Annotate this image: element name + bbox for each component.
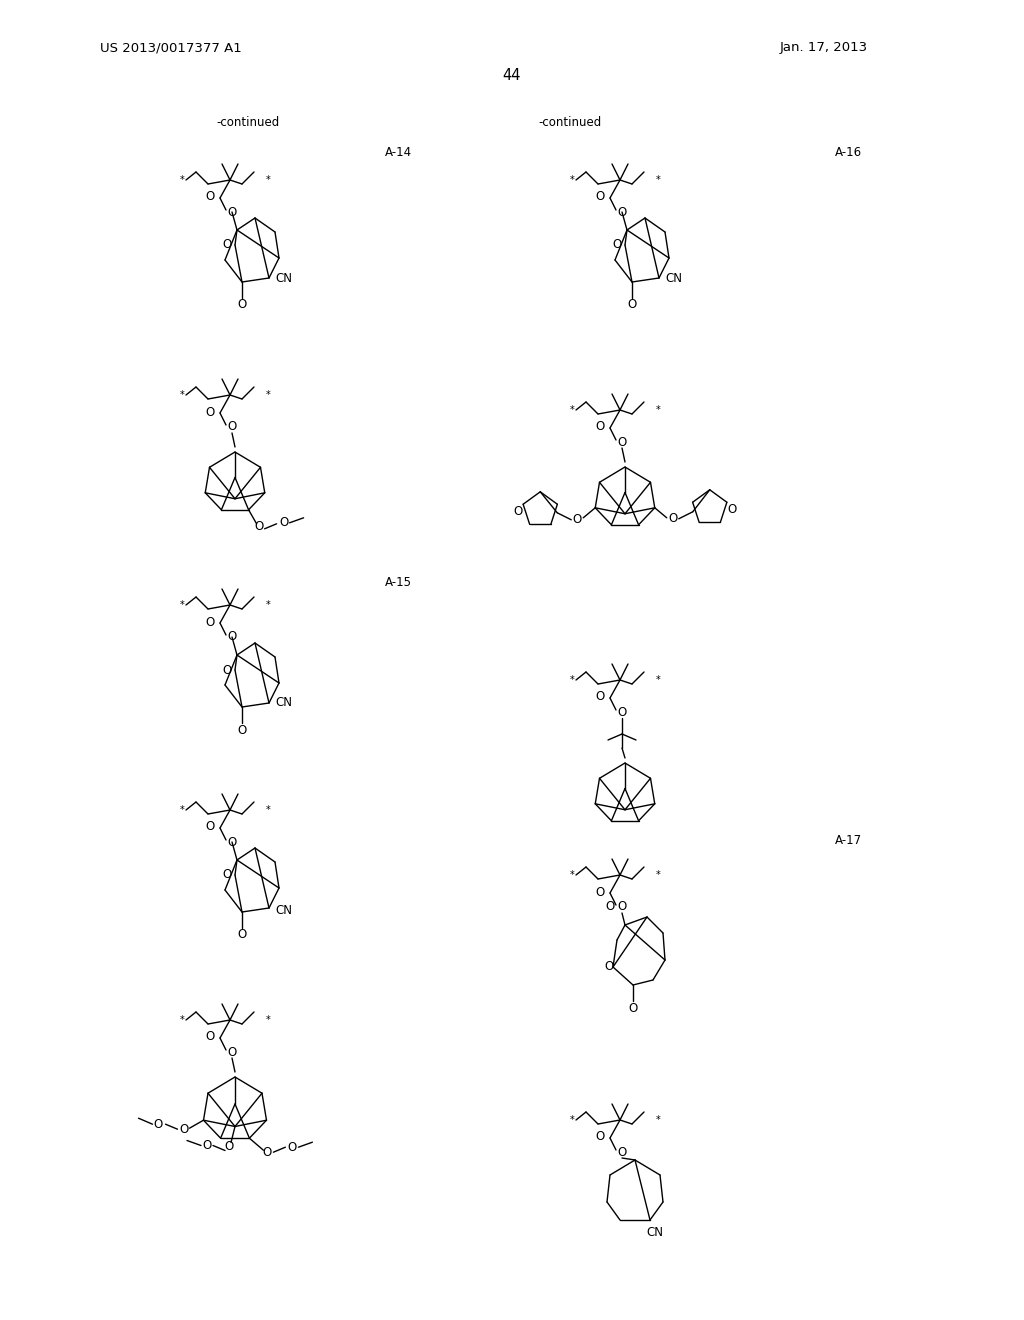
Text: O: O xyxy=(222,239,231,252)
Text: O: O xyxy=(227,631,237,644)
Text: A-16: A-16 xyxy=(835,145,862,158)
Text: O: O xyxy=(617,705,627,718)
Text: O: O xyxy=(154,1118,163,1131)
Text: -continued: -continued xyxy=(216,116,280,128)
Text: O: O xyxy=(222,664,231,676)
Text: O: O xyxy=(595,421,604,433)
Text: O: O xyxy=(206,190,215,203)
Text: O: O xyxy=(206,405,215,418)
Text: *: * xyxy=(179,389,184,400)
Text: O: O xyxy=(514,506,523,519)
Text: O: O xyxy=(604,961,613,974)
Text: *: * xyxy=(179,1015,184,1026)
Text: O: O xyxy=(227,206,237,219)
Text: O: O xyxy=(595,1130,604,1143)
Text: O: O xyxy=(727,503,736,516)
Text: US 2013/0017377 A1: US 2013/0017377 A1 xyxy=(100,41,242,54)
Text: *: * xyxy=(265,601,270,610)
Text: O: O xyxy=(595,690,604,704)
Text: O: O xyxy=(206,821,215,833)
Text: O: O xyxy=(612,239,622,252)
Text: *: * xyxy=(569,870,574,880)
Text: *: * xyxy=(655,176,660,185)
Text: *: * xyxy=(655,675,660,685)
Text: O: O xyxy=(279,516,288,529)
Text: A-17: A-17 xyxy=(835,833,862,846)
Text: O: O xyxy=(617,1146,627,1159)
Text: O: O xyxy=(254,520,263,533)
Text: O: O xyxy=(238,928,247,941)
Text: 44: 44 xyxy=(503,67,521,82)
Text: CN: CN xyxy=(666,272,683,285)
Text: O: O xyxy=(263,1146,272,1159)
Text: O: O xyxy=(617,206,627,219)
Text: *: * xyxy=(569,1115,574,1125)
Text: O: O xyxy=(605,900,614,913)
Text: -continued: -continued xyxy=(539,116,602,128)
Text: *: * xyxy=(655,1115,660,1125)
Text: O: O xyxy=(179,1123,188,1135)
Text: A-15: A-15 xyxy=(385,576,412,589)
Text: O: O xyxy=(617,436,627,449)
Text: O: O xyxy=(224,1140,233,1152)
Text: *: * xyxy=(569,176,574,185)
Text: O: O xyxy=(238,298,247,312)
Text: *: * xyxy=(569,405,574,414)
Text: *: * xyxy=(655,405,660,414)
Text: O: O xyxy=(572,513,582,527)
Text: CN: CN xyxy=(275,903,293,916)
Text: *: * xyxy=(265,805,270,814)
Text: O: O xyxy=(203,1139,212,1152)
Text: CN: CN xyxy=(646,1225,664,1238)
Text: Jan. 17, 2013: Jan. 17, 2013 xyxy=(780,41,868,54)
Text: CN: CN xyxy=(275,697,293,710)
Text: *: * xyxy=(179,805,184,814)
Text: *: * xyxy=(179,176,184,185)
Text: O: O xyxy=(238,723,247,737)
Text: CN: CN xyxy=(275,272,293,285)
Text: *: * xyxy=(179,601,184,610)
Text: *: * xyxy=(265,1015,270,1026)
Text: O: O xyxy=(668,512,677,525)
Text: O: O xyxy=(227,1045,237,1059)
Text: *: * xyxy=(655,870,660,880)
Text: O: O xyxy=(227,421,237,433)
Text: O: O xyxy=(206,615,215,628)
Text: A-14: A-14 xyxy=(385,145,412,158)
Text: O: O xyxy=(227,836,237,849)
Text: *: * xyxy=(265,176,270,185)
Text: *: * xyxy=(265,389,270,400)
Text: O: O xyxy=(628,298,637,312)
Text: *: * xyxy=(569,675,574,685)
Text: O: O xyxy=(206,1031,215,1044)
Text: O: O xyxy=(595,190,604,203)
Text: O: O xyxy=(222,869,231,882)
Text: O: O xyxy=(595,886,604,899)
Text: O: O xyxy=(629,1002,638,1015)
Text: O: O xyxy=(288,1140,297,1154)
Text: O: O xyxy=(617,900,627,913)
